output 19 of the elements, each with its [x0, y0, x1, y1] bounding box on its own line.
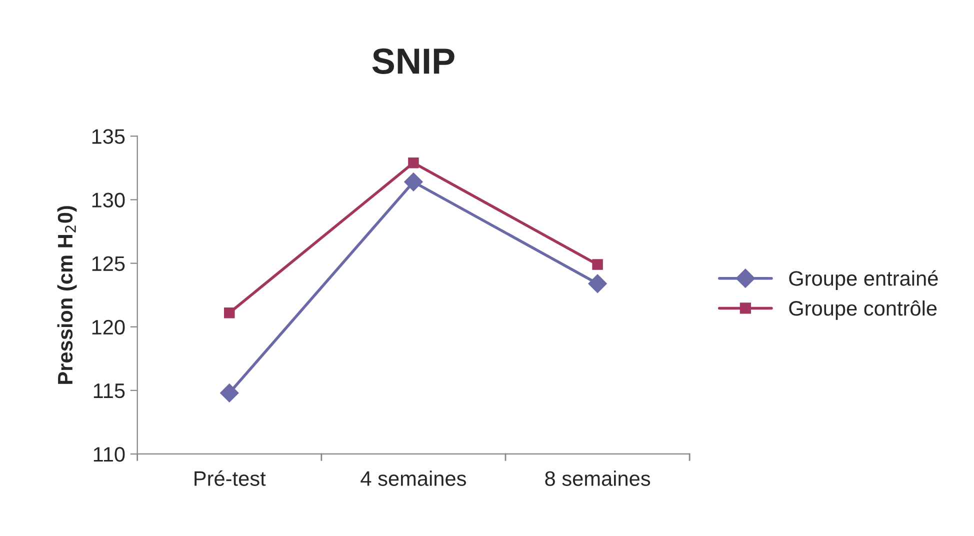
y-tick-label: 125 [92, 256, 125, 272]
point [408, 157, 419, 168]
point [404, 172, 423, 192]
y-tick-label: 135 [92, 129, 125, 144]
point [224, 307, 235, 318]
y-tick-label: 110 [94, 446, 125, 462]
chart-title: SNIP [372, 48, 454, 74]
legend-label: Groupe entrainé [789, 270, 938, 290]
legend-label: Groupe contrôle [789, 300, 937, 320]
x-tick-label: 8 semaines [545, 470, 650, 486]
y-tick-label: 130 [92, 192, 125, 208]
point [588, 274, 607, 293]
point [220, 384, 239, 402]
y-tick-label: 120 [92, 320, 125, 335]
y-axis-title: Pression (cm H$_{2}$0) [57, 206, 77, 384]
point [592, 259, 603, 270]
x-tick-label: Pré-test [194, 470, 266, 486]
x-tick-label: 4 semaines [360, 470, 466, 486]
y-tick-label: 115 [94, 384, 125, 398]
